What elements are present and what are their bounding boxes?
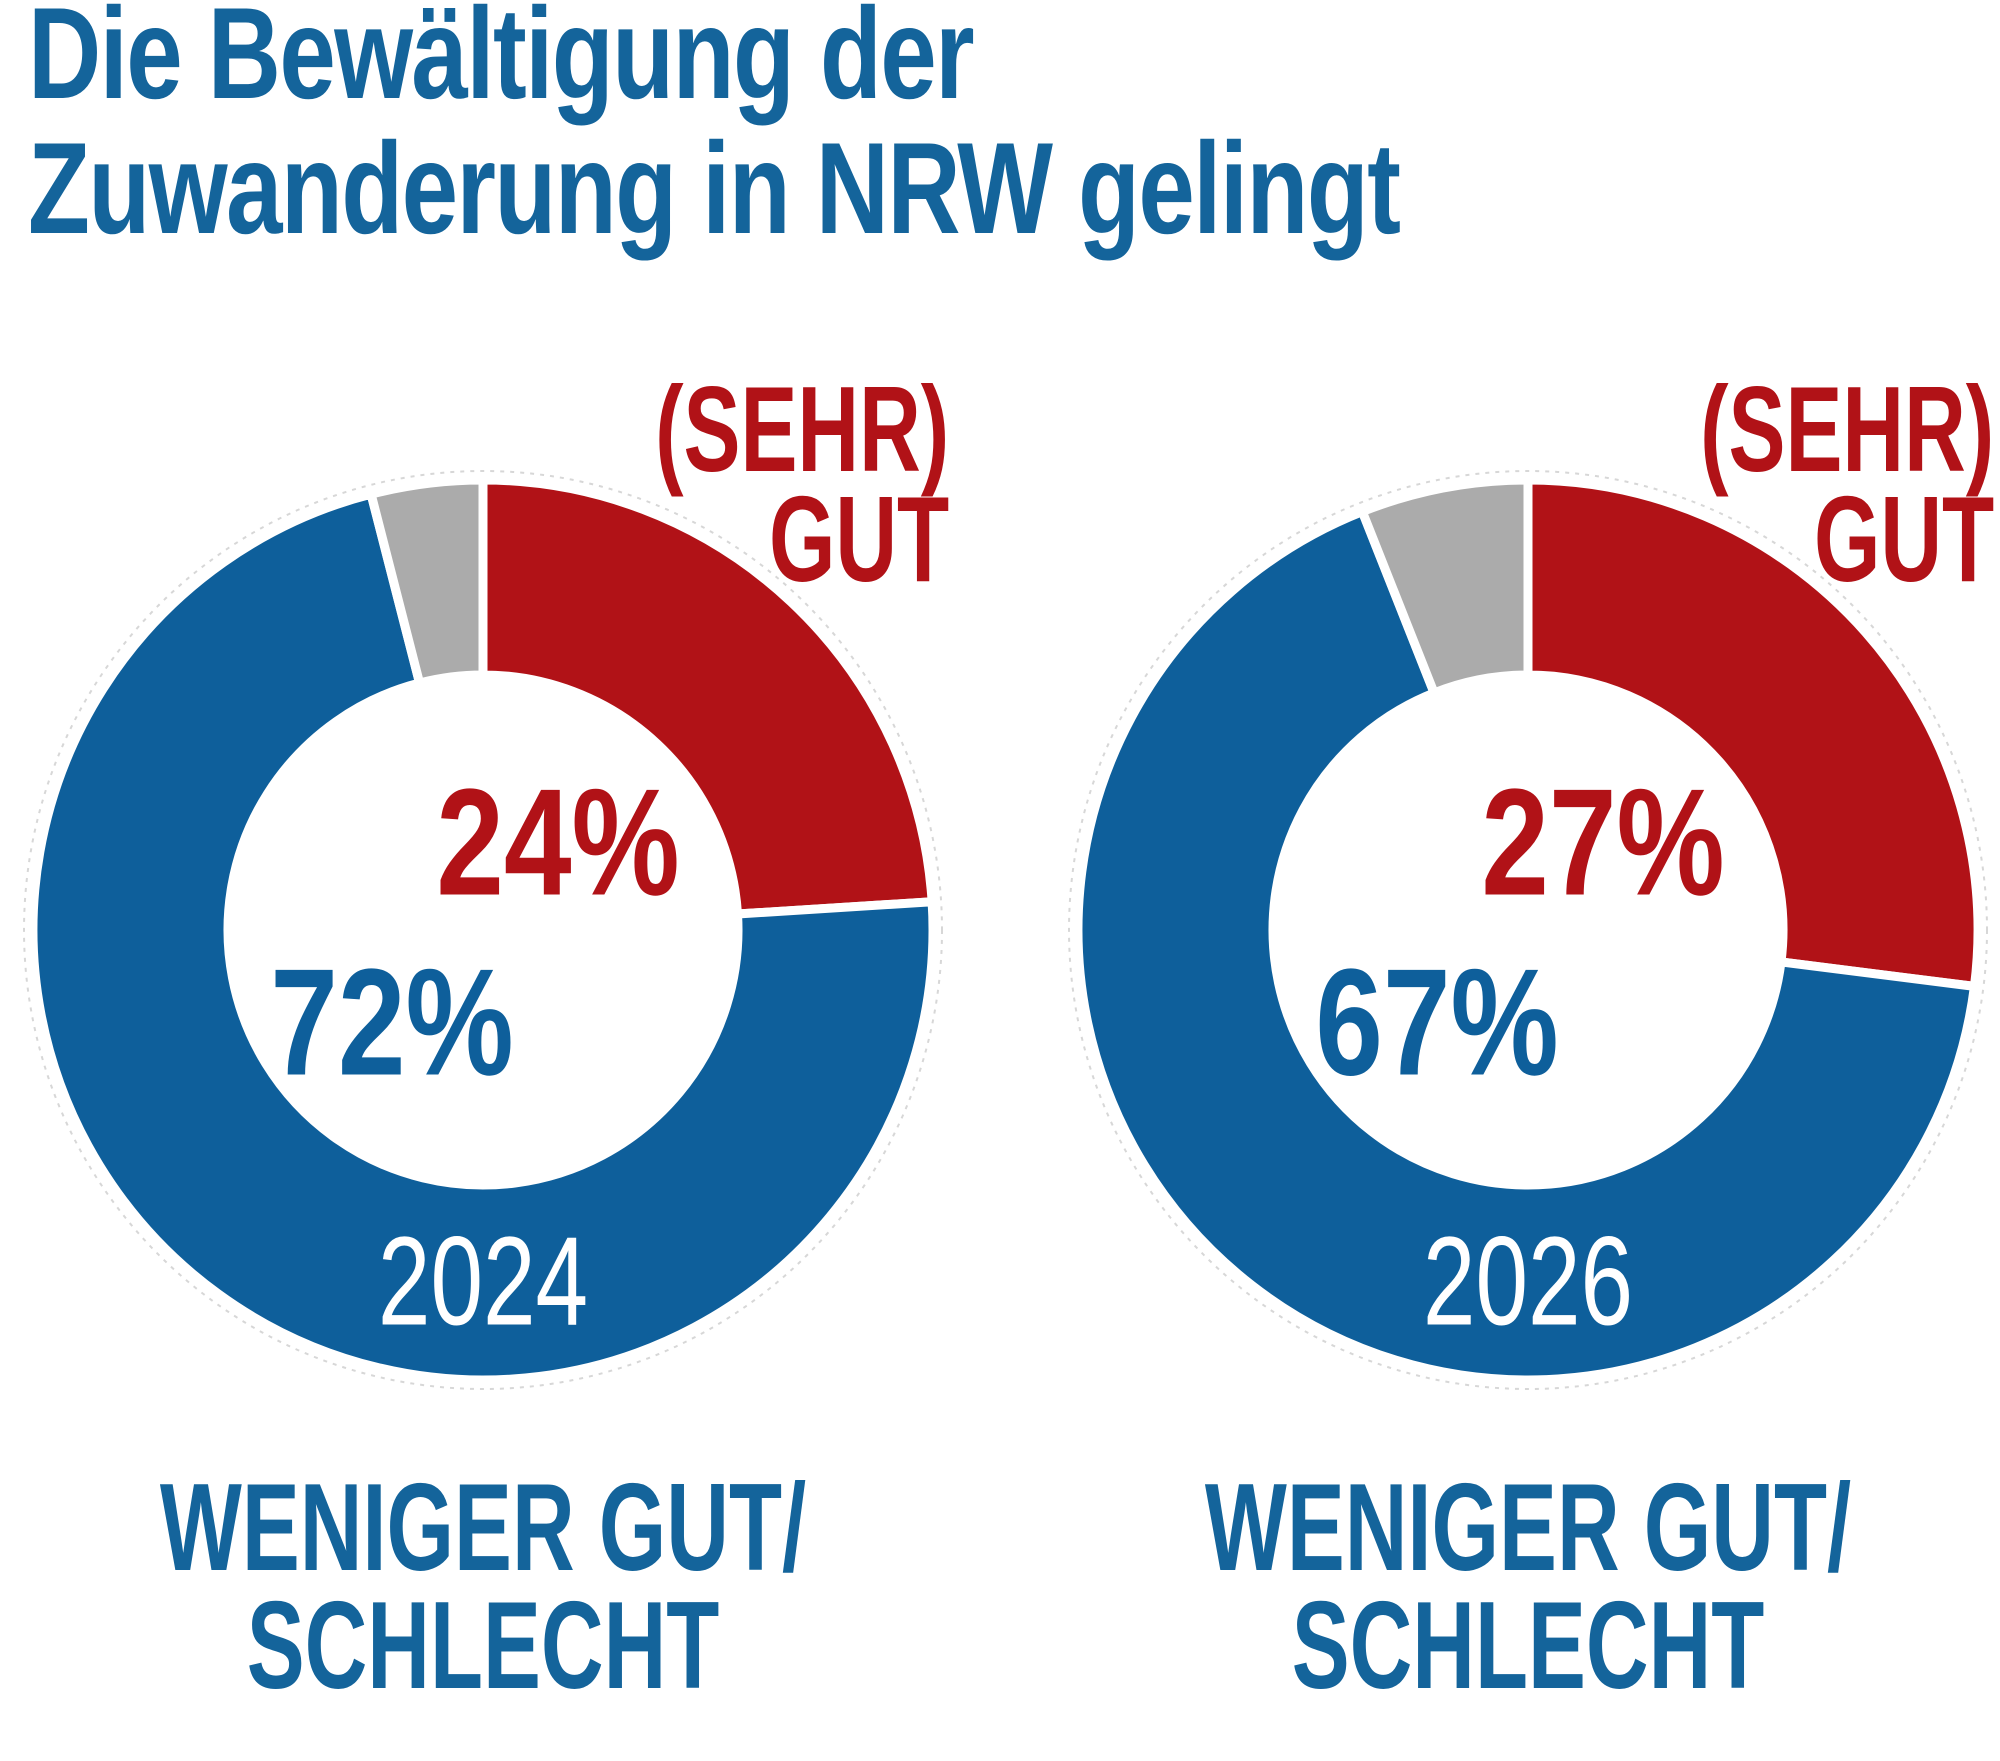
good-label-line2: GUT [1813,470,1994,607]
chart-title: Die Bewältigung der Zuwanderung in NRW g… [28,0,1401,262]
donut-segment-2026-neutral [1356,475,1533,699]
bad-label-line1: WENIGER GUT/ [1204,1459,1852,1597]
bad-percent-2024: 72% [270,937,514,1108]
bad-label-line2: SCHLECHT [246,1576,720,1715]
year-label-2026: 2026 [1422,1210,1634,1352]
good-label-line1: (SEHR) [1699,361,1994,497]
donut-segment-2024-bad [28,488,938,1385]
donut-segment-2026-good [1523,475,1983,992]
donut-2024 [23,470,943,1390]
bad-percent-2026: 67% [1315,937,1559,1108]
donut-2026 [1068,470,1988,1390]
bad-label-line1: WENIGER GUT/ [159,1459,807,1597]
donut-segment-2024-good [478,475,937,919]
good-segment-label-2024: (SEHR) GUT [655,368,949,600]
donut-segment-2024-neutral [365,475,488,689]
bad-segment-label-2026: WENIGER GUT/ SCHLECHT [1192,1466,1864,1708]
good-label-line2: GUT [768,470,949,607]
donut-chart-2026: (SEHR) GUT 27% 67% 2026 WENIGER GUT/ SCH… [1048,368,2000,1750]
good-percent-2026: 27% [1481,757,1725,928]
good-percent-2024: 24% [436,757,680,928]
good-segment-label-2026: (SEHR) GUT [1700,368,1994,600]
year-label-2024: 2024 [377,1210,589,1352]
donut-segment-2026-bad [1073,505,1980,1385]
bad-segment-label-2024: WENIGER GUT/ SCHLECHT [147,1466,819,1708]
bad-label-line2: SCHLECHT [1291,1576,1765,1715]
donut-chart-2024: (SEHR) GUT 24% 72% 2024 WENIGER GUT/ SCH… [3,368,963,1750]
good-label-line1: (SEHR) [654,361,949,497]
